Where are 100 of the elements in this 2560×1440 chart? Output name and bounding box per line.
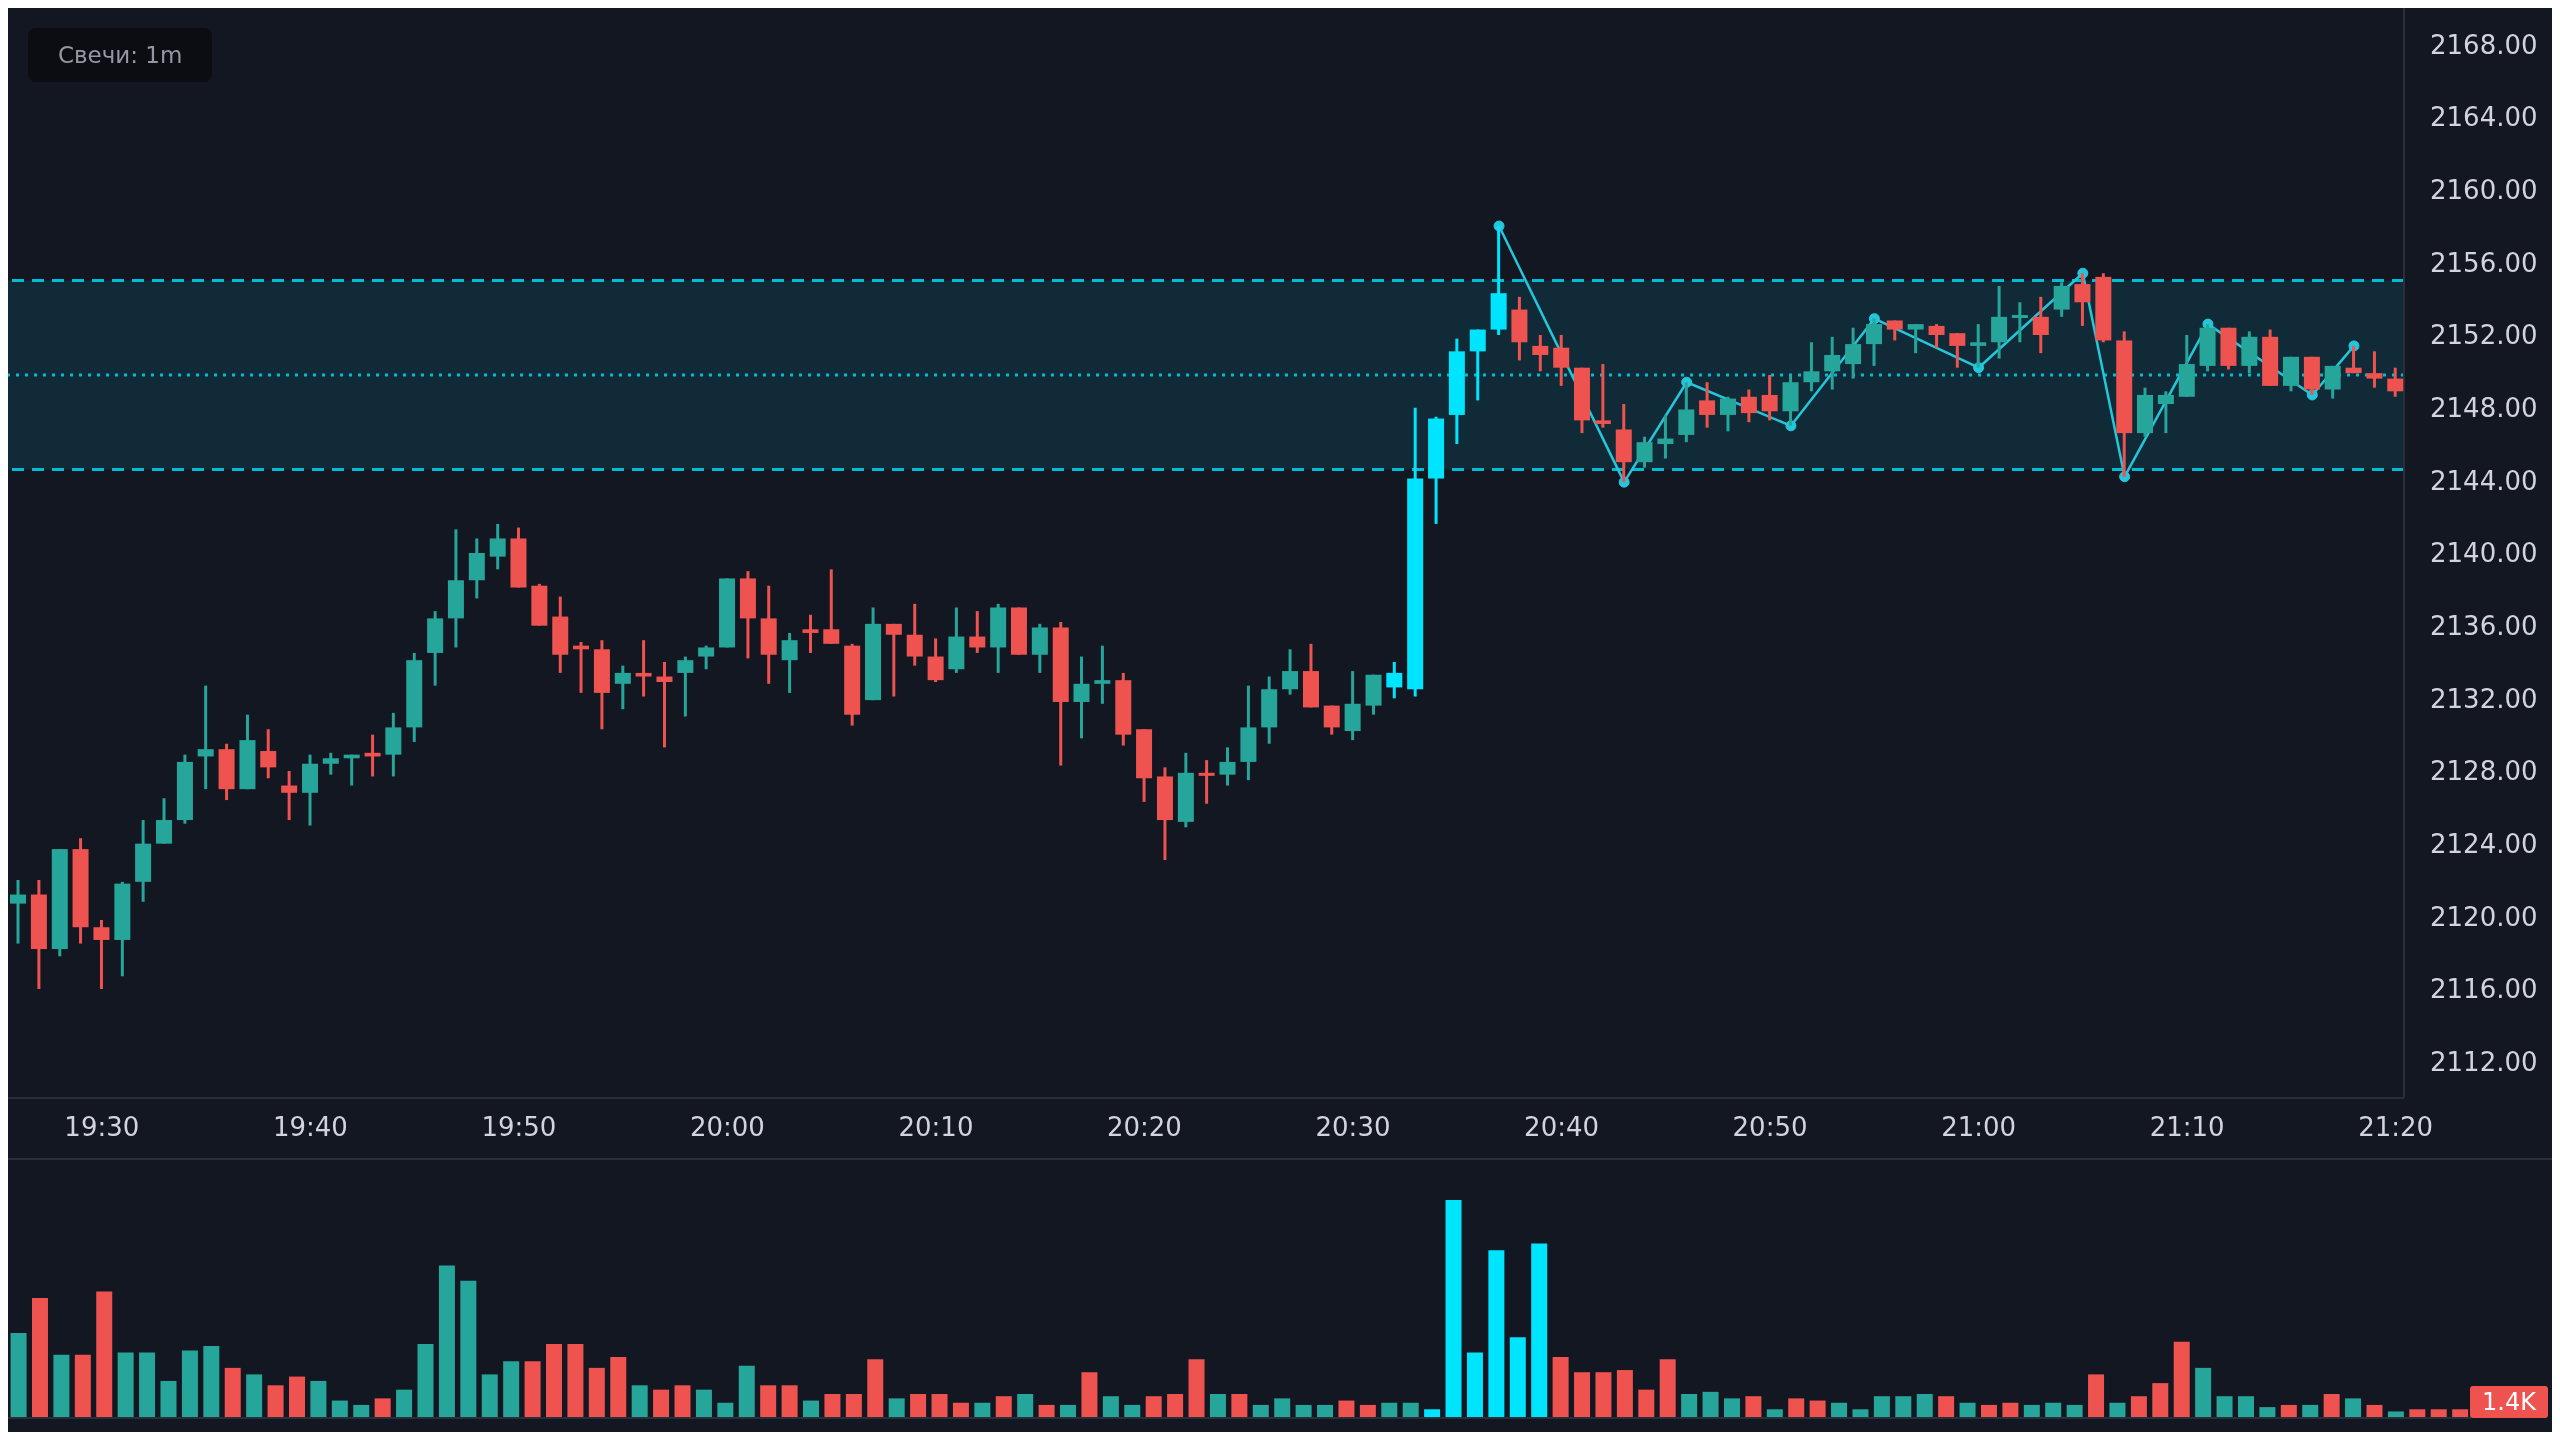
- bar: [1402, 1402, 1419, 1418]
- bar: [1209, 1394, 1226, 1418]
- bar: [10, 1332, 27, 1418]
- bar: [1638, 1389, 1655, 1418]
- bar: [931, 1394, 948, 1418]
- bar: [2323, 1394, 2340, 1418]
- y-tick-label: 2136.00: [2430, 610, 2538, 641]
- bar: [588, 1367, 605, 1418]
- text: 1.4K: [2470, 1386, 2548, 1418]
- candlestick: [1386, 662, 1403, 699]
- bar: [717, 1402, 734, 1418]
- bar: [1509, 1337, 1526, 1418]
- candlestick: [2366, 351, 2383, 388]
- candlestick: [1553, 335, 1570, 386]
- bar: [2088, 1374, 2105, 1418]
- bar: [53, 1354, 70, 1418]
- bar: [674, 1385, 691, 1418]
- candlestick: [2032, 295, 2049, 355]
- bar: [803, 1400, 820, 1418]
- bar: [2002, 1402, 2019, 1418]
- bar: [1788, 1398, 1805, 1418]
- bar: [181, 1350, 198, 1418]
- y-tick-label: 2116.00: [2430, 974, 2538, 1005]
- bar: [460, 1280, 477, 1418]
- bar: [867, 1359, 884, 1418]
- bar: [74, 1354, 91, 1418]
- bar: [2345, 1398, 2362, 1418]
- bar: [2195, 1367, 2212, 1418]
- bar: [224, 1367, 241, 1418]
- bar: [1745, 1396, 1762, 1418]
- bar: [2023, 1404, 2040, 1418]
- bar: [1338, 1400, 1355, 1418]
- bar: [1574, 1372, 1591, 1418]
- bar: [781, 1385, 798, 1418]
- y-tick-label: 2140.00: [2430, 538, 2538, 569]
- candlestick: [1282, 649, 1299, 695]
- y-tick-label: 2112.00: [2430, 1046, 2538, 1077]
- bar: [738, 1365, 755, 1418]
- candlestick: [2011, 302, 2028, 343]
- candlestick: [1907, 324, 1924, 355]
- candlestick: [1636, 436, 1653, 468]
- bar: [1809, 1400, 1826, 1418]
- bar: [1895, 1396, 1912, 1418]
- bar: [396, 1389, 413, 1418]
- y-tick-label: 2152.00: [2430, 320, 2538, 351]
- candlestick: [93, 918, 110, 989]
- bar: [1060, 1404, 1077, 1418]
- x-tick-label: 20:00: [689, 1112, 765, 1143]
- candlestick: [260, 729, 277, 779]
- bar: [438, 1265, 455, 1418]
- candlestick: [969, 611, 986, 653]
- x-tick-label: 20:10: [898, 1112, 974, 1143]
- bar: [160, 1380, 177, 1418]
- y-tick-label: 2144.00: [2430, 465, 2538, 496]
- bar: [2259, 1407, 2276, 1418]
- candlestick: [1949, 333, 1966, 368]
- bar: [31, 1298, 48, 1418]
- bar: [546, 1343, 562, 1418]
- bar: [1852, 1409, 1869, 1418]
- bar: [760, 1385, 777, 1418]
- y-tick-label: 2132.00: [2430, 683, 2538, 714]
- candlestick: [1824, 335, 1841, 390]
- bar: [2409, 1409, 2426, 1418]
- candlestick: [322, 751, 339, 775]
- bar: [1702, 1391, 1719, 1418]
- bar: [2280, 1404, 2297, 1418]
- bar: [974, 1402, 991, 1418]
- bar: [1081, 1372, 1098, 1418]
- bar: [2045, 1402, 2062, 1418]
- bar: [1766, 1409, 1783, 1418]
- bar: [1980, 1404, 1997, 1418]
- candlestick: [281, 771, 298, 822]
- bar: [1188, 1359, 1205, 1418]
- bar: [1916, 1394, 1933, 1418]
- bar: [1531, 1243, 1548, 1418]
- bar: [1102, 1396, 1119, 1418]
- bar: [1938, 1396, 1955, 1418]
- bar: [1873, 1396, 1890, 1418]
- candlestick: [1699, 382, 1716, 428]
- candlestick: [781, 631, 798, 693]
- bar: [824, 1394, 841, 1418]
- candlestick: [1073, 656, 1090, 739]
- bar: [2237, 1396, 2254, 1418]
- bar: [267, 1385, 284, 1418]
- bar: [524, 1361, 541, 1418]
- y-tick-label: 2120.00: [2430, 901, 2538, 932]
- x-tick-label: 20:20: [1106, 1112, 1182, 1143]
- y-tick-label: 2168.00: [2430, 29, 2538, 60]
- bar: [1381, 1402, 1398, 1418]
- bar: [1445, 1200, 1462, 1418]
- bar: [1252, 1404, 1269, 1418]
- bar: [1295, 1404, 1312, 1418]
- candlestick: [1845, 327, 1862, 379]
- bar: [374, 1398, 391, 1418]
- candlestick: [1657, 413, 1674, 459]
- candlestick: [2053, 282, 2070, 317]
- x-tick-label: 19:50: [481, 1112, 557, 1143]
- candlestick: [677, 656, 694, 717]
- bar: [2430, 1409, 2447, 1418]
- bar: [1723, 1398, 1740, 1418]
